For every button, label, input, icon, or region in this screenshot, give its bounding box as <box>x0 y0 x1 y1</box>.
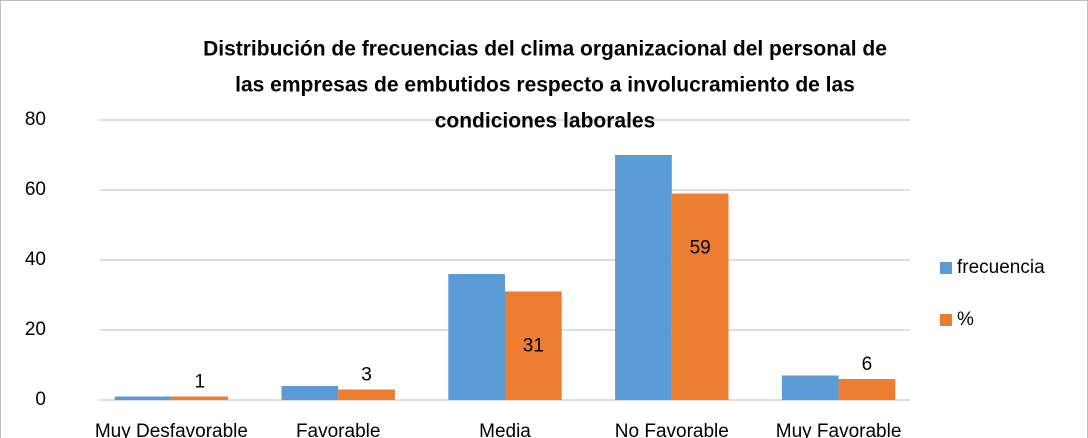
chart-title: condiciones laborales <box>435 110 656 133</box>
legend-label: % <box>957 309 974 330</box>
x-tick-label: Muy Favorable <box>776 421 902 438</box>
chart-title: las empresas de embutidos respecto a inv… <box>235 74 855 97</box>
data-label: 3 <box>361 365 372 386</box>
bar <box>781 375 839 400</box>
legend-label: frecuencia <box>957 257 1045 278</box>
bar <box>338 389 395 400</box>
bar <box>114 396 172 400</box>
y-tick-label: 60 <box>25 179 46 200</box>
bar <box>615 155 672 400</box>
y-tick-label: 0 <box>35 389 46 410</box>
data-label: 59 <box>690 238 711 259</box>
data-label: 1 <box>194 372 205 393</box>
data-label: 6 <box>862 354 873 375</box>
y-tick-label: 40 <box>25 249 46 270</box>
legend-swatch <box>940 262 952 274</box>
bar <box>448 274 505 400</box>
bar <box>838 379 896 400</box>
bar <box>171 396 229 400</box>
x-tick-label: Muy Desfavorable <box>95 421 248 438</box>
bar <box>671 193 729 400</box>
x-tick-label: No Favorable <box>615 421 729 438</box>
x-tick-label: Media <box>479 421 531 438</box>
y-tick-label: 20 <box>25 319 46 340</box>
legend-swatch <box>940 314 952 326</box>
chart-title: Distribución de frecuencias del clima or… <box>203 38 887 61</box>
bar <box>281 386 339 400</box>
x-tick-label: Favorable <box>296 421 381 438</box>
bar <box>505 291 562 400</box>
data-label: 31 <box>523 336 544 357</box>
y-tick-label: 80 <box>25 109 46 130</box>
